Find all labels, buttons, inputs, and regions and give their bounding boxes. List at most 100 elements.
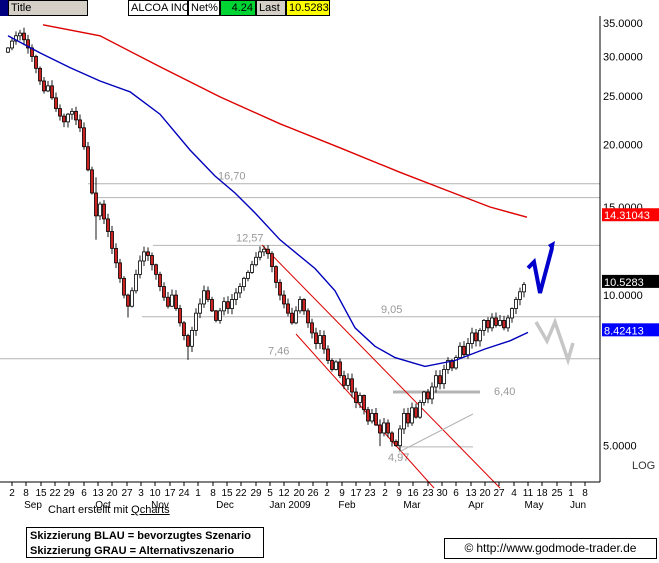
candle-body bbox=[234, 292, 238, 300]
chart-credit: Chart erstellt mit Qcharts bbox=[48, 504, 170, 516]
candle-body bbox=[394, 440, 398, 447]
legend-blue-scenario: Skizzierung BLAU = bevorzugtes Szenario bbox=[30, 530, 251, 542]
y-axis-label: 10.0000 bbox=[603, 290, 643, 302]
candle-body bbox=[434, 375, 438, 388]
candle-body bbox=[286, 303, 290, 314]
descending-channel-lower bbox=[295, 333, 435, 489]
candle-body bbox=[174, 294, 178, 309]
x-tick-label: 27 bbox=[493, 488, 505, 499]
candle-body bbox=[350, 378, 354, 393]
price-tag-bg bbox=[602, 274, 659, 288]
x-tick-label: 6 bbox=[453, 488, 459, 499]
candle-body bbox=[354, 391, 358, 403]
y-axis-label: 5.0000 bbox=[603, 441, 637, 453]
candle-body bbox=[422, 391, 426, 403]
x-tick-label: 8 bbox=[210, 488, 216, 499]
candle-body bbox=[258, 251, 262, 258]
candle-body bbox=[22, 32, 26, 41]
scenario-gray-zigzag bbox=[534, 317, 575, 366]
candle-body bbox=[398, 428, 402, 447]
candle-body bbox=[42, 80, 46, 92]
candle-body bbox=[34, 56, 38, 69]
x-tick-label: 8 bbox=[582, 488, 588, 499]
candle-body bbox=[214, 310, 218, 321]
candle-body bbox=[122, 277, 126, 296]
candle-body bbox=[166, 296, 170, 307]
level-label: 16,70 bbox=[218, 171, 246, 183]
x-month-label: May bbox=[525, 500, 544, 511]
x-tick-label: 1 bbox=[568, 488, 574, 499]
y-axis-label: 25.0000 bbox=[603, 91, 643, 103]
level-label: 9,05 bbox=[381, 304, 402, 316]
x-tick-label: 29 bbox=[250, 488, 262, 499]
candle-body bbox=[342, 375, 346, 386]
price-tag: 10.5283 bbox=[604, 277, 644, 289]
scenario-legend-box: Skizzierung BLAU = bevorzugtes Szenario … bbox=[26, 527, 264, 558]
x-tick-label: 9 bbox=[339, 488, 345, 499]
x-tick-label: 18 bbox=[536, 488, 548, 499]
candle-body bbox=[474, 332, 478, 342]
x-month-label: Nov bbox=[151, 500, 169, 511]
candle-body bbox=[86, 146, 90, 171]
x-tick-label: 24 bbox=[178, 488, 190, 499]
price-tag-bg bbox=[602, 323, 659, 337]
x-tick-label: 30 bbox=[436, 488, 448, 499]
x-tick-label: 20 bbox=[479, 488, 491, 499]
candle-body bbox=[130, 290, 134, 307]
candle-body bbox=[58, 108, 62, 117]
x-tick-label: 2 bbox=[324, 488, 330, 499]
descending-channel-upper bbox=[261, 244, 501, 489]
candle-body bbox=[242, 277, 246, 287]
candle-body bbox=[290, 312, 294, 324]
candles-layer bbox=[6, 27, 526, 452]
trendlines-layer bbox=[261, 244, 501, 489]
candle-body bbox=[210, 299, 214, 312]
x-tick-label: 16 bbox=[407, 488, 419, 499]
x-tick-label: 17 bbox=[350, 488, 362, 499]
x-tick-label: 2 bbox=[382, 488, 388, 499]
candle-body bbox=[386, 422, 390, 434]
candle-body bbox=[370, 412, 374, 422]
x-tick-label: 23 bbox=[422, 488, 434, 499]
candle-body bbox=[510, 308, 514, 319]
x-tick-label: 23 bbox=[364, 488, 376, 499]
candle-body bbox=[406, 412, 410, 424]
scenario-blue-arrowhead bbox=[548, 241, 555, 252]
candle-body bbox=[402, 412, 406, 430]
candle-body bbox=[478, 329, 482, 342]
candle-body bbox=[26, 39, 30, 49]
candle-body bbox=[178, 308, 182, 324]
y-axis-labels: 35.000030.000025.000020.000015.000010.00… bbox=[603, 18, 655, 472]
header-spacer bbox=[88, 0, 128, 16]
candle-body bbox=[454, 357, 458, 369]
price-tag-bg bbox=[602, 208, 659, 222]
x-tick-label: 4 bbox=[511, 488, 517, 499]
candle-body bbox=[442, 369, 446, 385]
title-button[interactable]: Title bbox=[8, 0, 88, 16]
candle-body bbox=[458, 345, 462, 358]
candle-body bbox=[38, 67, 42, 82]
qcharts-link[interactable]: Qcharts bbox=[131, 504, 170, 516]
x-month-label: Apr bbox=[468, 500, 484, 511]
copyright-url-box[interactable]: © http://www.godmode-trader.de bbox=[444, 538, 657, 559]
candle-body bbox=[198, 303, 202, 314]
candle-body bbox=[298, 299, 302, 312]
x-tick-label: 2 bbox=[9, 488, 15, 499]
log-scale-label: LOG bbox=[632, 460, 655, 472]
x-month-label: Mar bbox=[403, 500, 421, 511]
x-tick-label: 13 bbox=[465, 488, 477, 499]
red-ma-line bbox=[42, 24, 528, 218]
candle-body bbox=[302, 299, 306, 312]
level-label: 7,46 bbox=[268, 346, 289, 358]
y-axis-label: 30.0000 bbox=[603, 51, 643, 63]
candle-body bbox=[138, 260, 142, 275]
candle-body bbox=[162, 286, 166, 298]
candle-body bbox=[114, 247, 118, 264]
candle-body bbox=[218, 310, 222, 321]
candle-body bbox=[498, 319, 502, 326]
candle-body bbox=[466, 343, 470, 356]
candle-body bbox=[410, 407, 414, 424]
x-axis-labels: 2 8 15 22 29 6 13 20 27 3 10 17 24 1 8 15 22 29 5 12 20 26 2 9 1… bbox=[9, 482, 588, 511]
candle-body bbox=[494, 317, 498, 326]
